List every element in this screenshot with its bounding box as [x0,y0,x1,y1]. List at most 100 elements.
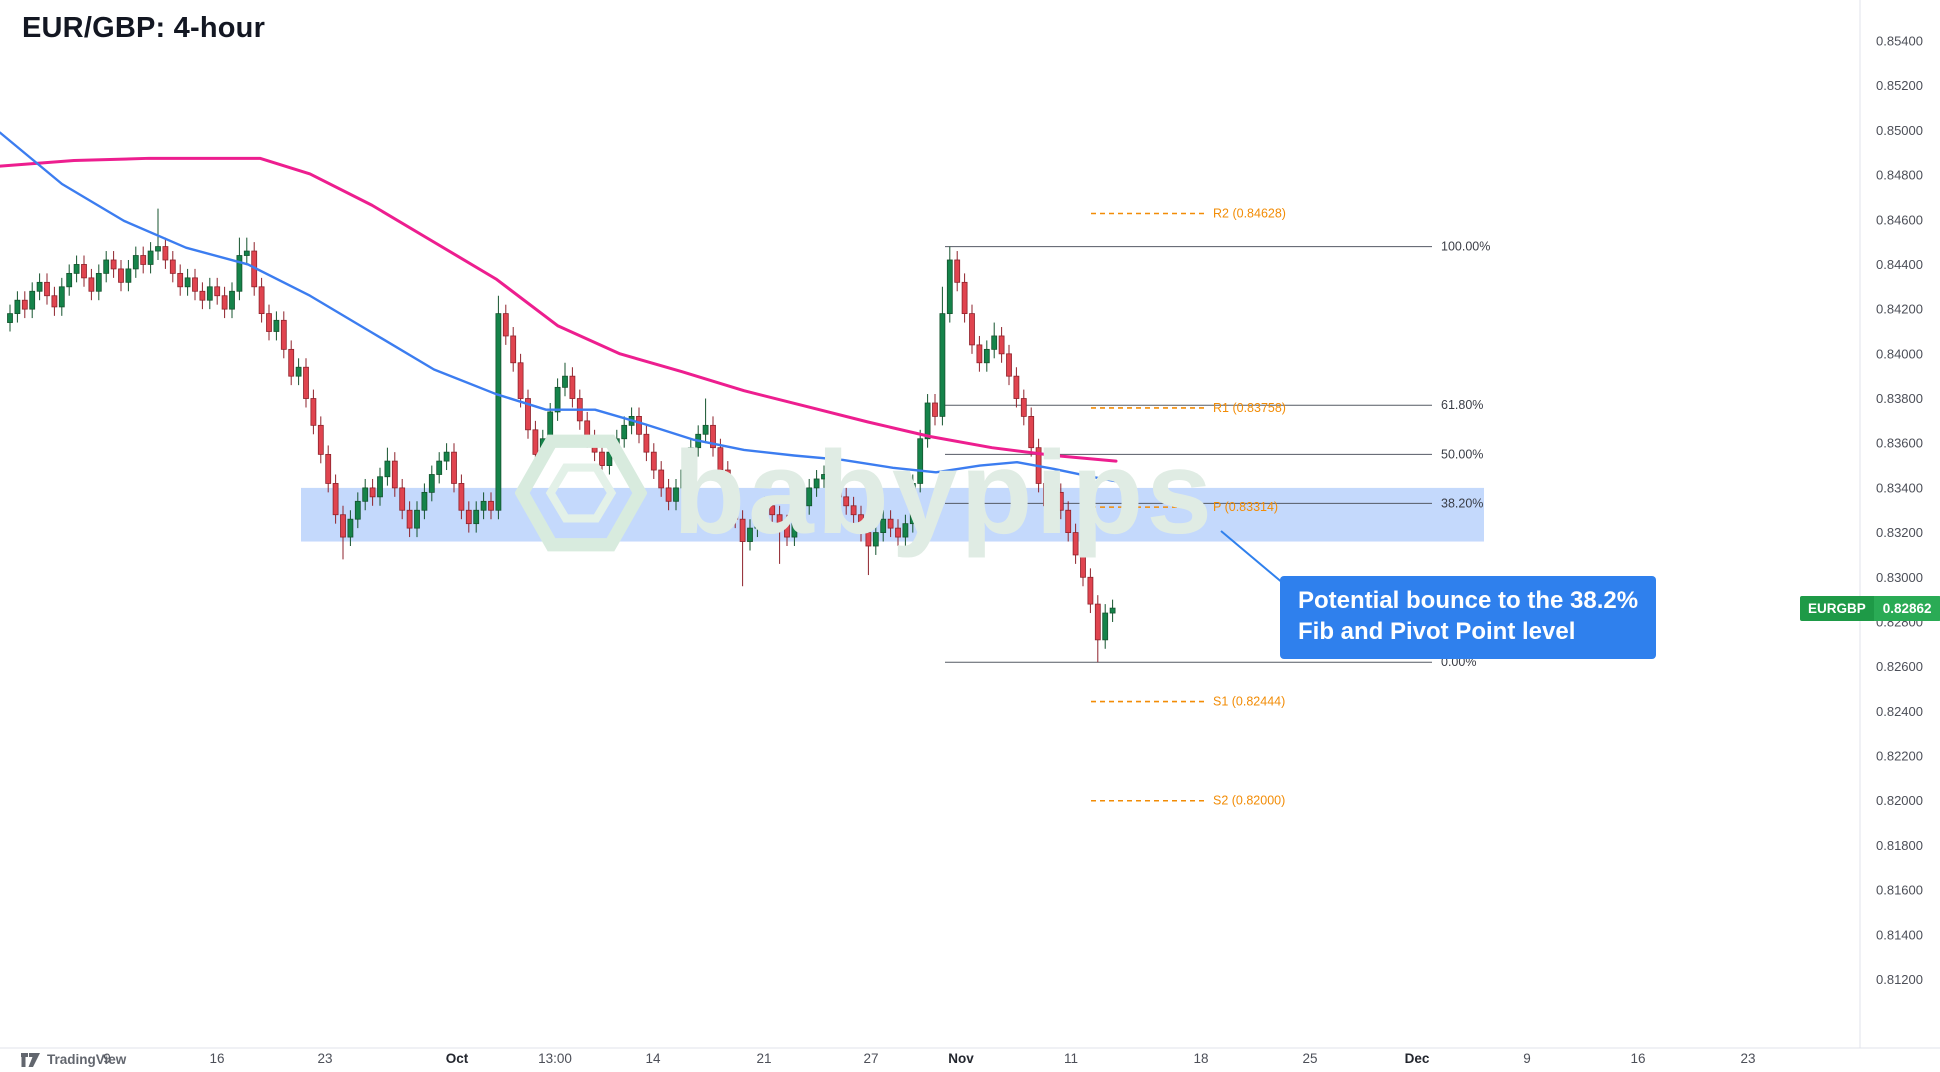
price-tick-label: 0.83000 [1876,570,1923,585]
candle-body [821,474,827,480]
tradingview-logo[interactable]: TradingView [20,1050,126,1068]
candle-body [406,509,413,529]
pivot-level-label: S1 (0.82444) [1213,695,1285,709]
candle-body [266,313,272,332]
price-axis[interactable]: 0.85400 0.85200 0.85000 0.84800 0.84600 0.844… [1876,34,1923,988]
candle-body [421,491,428,511]
candle-body [332,483,339,516]
candle-body [81,264,87,279]
candle-body [177,272,184,288]
candle-body [221,295,228,310]
time-tick-label: 27 [863,1051,878,1066]
candle-body [510,335,517,364]
candle-body [473,509,480,525]
candle-body [14,299,21,315]
candle-body [325,453,332,484]
time-tick-label: 16 [1630,1051,1645,1066]
price-tick-label: 0.81800 [1876,838,1923,853]
candle-body [1057,491,1064,511]
candle-body [865,532,872,547]
candle-body [280,319,287,350]
candle-body [525,398,531,431]
candle-body [162,246,169,261]
candle-body [1013,375,1020,399]
pivot-level-label: P (0.83314) [1213,500,1278,514]
time-tick-label: 13:00 [538,1051,572,1066]
candle-body [125,268,132,283]
candle-body [155,246,161,252]
time-tick-label: Dec [1405,1051,1430,1066]
price-tick-label: 0.85000 [1876,123,1923,138]
ma-slow-pink[interactable] [0,156,1118,463]
candle-body [747,527,753,542]
price-tick-label: 0.85200 [1876,78,1923,93]
candle-body [340,514,346,538]
candle-body [192,277,198,292]
candle-body [51,295,58,308]
candle-body [983,348,990,364]
symbol-price-label: EURGBP 0.82862 [1800,596,1940,622]
last-price-value: 0.82862 [1873,596,1940,622]
candle-body [909,483,916,525]
price-tick-label: 0.84600 [1876,212,1923,227]
candle-body [347,518,354,538]
candle-body [680,469,687,489]
candle-body [969,313,975,346]
candle-body [236,255,243,292]
candle-body [569,375,576,399]
pivot-levels[interactable]: R2 (0.84628) R1 (0.83758) P (0.83314) S1 (0… [1091,207,1286,808]
candle-body [724,469,731,493]
candle-body [1094,603,1101,641]
time-tick-label: 9 [1523,1051,1531,1066]
candle-body [599,451,605,466]
candle-body [29,290,36,310]
candle-body [110,259,117,270]
candle-body [451,451,457,484]
candle-body [1072,532,1079,556]
candle-body [480,500,487,511]
candle-body [458,483,465,511]
candle-body [243,250,250,256]
time-tick-label: Nov [948,1051,974,1066]
candle-body [991,335,998,350]
candle-body [872,532,879,547]
candle-body [835,487,842,498]
price-tick-label: 0.83800 [1876,391,1923,406]
price-tick-label: 0.81200 [1876,972,1923,987]
candle-body [1080,554,1086,578]
candle-body [591,438,598,453]
candle-body [428,474,435,493]
candle-body [739,518,746,542]
candle-body [665,487,672,502]
fib-level-label: 50.00% [1441,447,1483,461]
candle-body [776,514,783,525]
candle-body [1065,509,1072,533]
candle-body [798,505,805,525]
candle-body [66,272,73,288]
candle-body [103,259,110,274]
candle-body [650,451,657,471]
price-tick-label: 0.83400 [1876,480,1923,495]
candle-body [288,348,295,377]
annotation-callout[interactable]: Potential bounce to the 38.2% Fib and Pi… [1280,576,1657,660]
candle-body [369,487,376,498]
candle-body [95,272,102,292]
time-axis[interactable]: 9 16 23 Oct 13:00 14 21 27 Nov 11 18 25 Dec 9 16 23 [103,1051,1755,1066]
candle-body [1043,483,1049,507]
candle-body [843,496,850,507]
candle-body [784,523,790,538]
price-tick-label: 0.81400 [1876,927,1923,942]
fib-level-label: 100.00% [1441,240,1490,254]
candle-body [673,487,679,502]
candle-body [769,505,776,516]
candle-body [229,290,235,310]
time-tick-label: 16 [209,1051,224,1066]
candle-body [917,438,924,484]
candle-body [1102,612,1109,641]
candle-body [258,286,265,315]
ma-fast-blue[interactable] [0,131,1124,484]
time-tick-label: 9 [103,1051,111,1066]
candle-body [7,313,13,323]
fib-retracement[interactable]: 100.00%61.80%50.00%38.20%0.00% [945,240,1490,670]
